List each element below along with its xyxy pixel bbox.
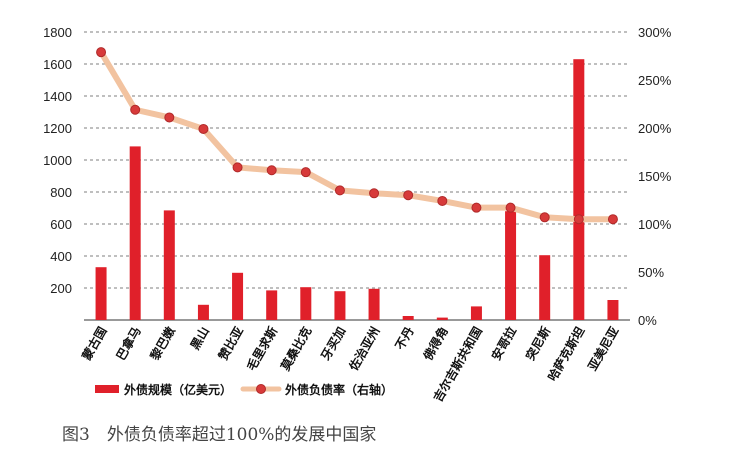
category-label: 毛里求斯 (243, 324, 280, 373)
legend-bar-swatch (95, 385, 119, 393)
bar (300, 287, 312, 320)
bar (129, 146, 141, 320)
line-point (198, 123, 209, 134)
y-right-tick-label: 200% (638, 121, 672, 136)
y-right-tick-label: 300% (638, 25, 672, 40)
y-left-tick-label: 1000 (43, 153, 72, 168)
category-label: 安哥拉 (488, 324, 519, 363)
y-right-tick-label: 150% (638, 169, 672, 184)
figure-caption: 图3 外债负债率超过100%的发展中国家 (62, 425, 377, 445)
left-axis-ticks: 200 400 600 800 1000 1200 1400 1600 1800 (43, 25, 72, 296)
y-left-tick-label: 200 (50, 281, 72, 296)
category-label: 佐治亚州 (345, 324, 382, 374)
bar (232, 272, 244, 320)
bar (573, 59, 585, 320)
legend-line-marker (256, 384, 266, 394)
bar (539, 255, 551, 320)
line-point (266, 165, 277, 176)
category-label: 佛得角 (419, 324, 450, 364)
line-point (437, 195, 448, 206)
y-right-tick-label: 100% (638, 217, 672, 232)
y-left-tick-label: 1400 (43, 89, 72, 104)
y-left-tick-label: 600 (50, 217, 72, 232)
category-label: 黎巴嫩 (147, 323, 178, 363)
category-label: 赞比亚 (215, 324, 246, 364)
bar (470, 306, 482, 320)
bar (334, 291, 346, 320)
line-point (505, 202, 516, 213)
category-label: 突尼斯 (522, 324, 553, 363)
y-left-tick-label: 400 (50, 249, 72, 264)
line-point (164, 112, 175, 123)
bar (436, 317, 448, 320)
legend-line-label: 外债负债率（右轴） (285, 382, 393, 397)
bar-series (95, 59, 619, 320)
category-label: 黑山 (187, 324, 212, 352)
y-left-tick-label: 1800 (43, 25, 72, 40)
y-right-tick-label: 0% (638, 313, 657, 328)
line-point (334, 185, 345, 196)
y-left-tick-label: 1600 (43, 57, 72, 72)
line-point (539, 212, 550, 223)
y-right-tick-label: 50% (638, 265, 664, 280)
line-point (130, 104, 141, 115)
bar (505, 211, 517, 320)
y-left-tick-label: 800 (50, 185, 72, 200)
category-label: 牙买加 (318, 324, 349, 363)
y-right-tick-label: 250% (638, 73, 672, 88)
line-point (232, 162, 243, 173)
category-label: 莫桑比克 (277, 324, 314, 373)
line-point (96, 47, 107, 58)
bar (368, 288, 380, 320)
bar (163, 210, 175, 320)
line-point (607, 214, 618, 225)
line-point (403, 190, 414, 201)
bar (402, 316, 414, 320)
bar (197, 304, 209, 320)
category-label: 不丹 (393, 325, 417, 353)
legend: 外债规模（亿美元） 外债负债率（右轴） (95, 382, 393, 397)
category-label: 亚美尼亚 (585, 324, 622, 373)
bar (607, 300, 619, 320)
line-series (96, 47, 618, 225)
line-path (98, 49, 616, 223)
line-point (300, 167, 311, 178)
line-point (573, 214, 584, 225)
category-label: 巴拿马 (113, 324, 144, 363)
right-axis-ticks: 0% 50% 100% 150% 200% 250% 300% (638, 25, 672, 328)
bar (95, 267, 107, 320)
bar (266, 290, 278, 320)
legend-bar-label: 外债规模（亿美元） (124, 382, 232, 397)
line-point (471, 202, 482, 213)
category-label: 蒙古国 (79, 324, 110, 363)
y-left-tick-label: 1200 (43, 121, 72, 136)
line-point (369, 188, 380, 199)
